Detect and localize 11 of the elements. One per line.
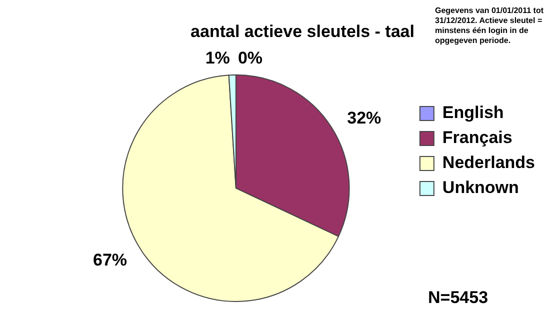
legend-label: Nederlands bbox=[442, 153, 536, 172]
legend-label: Unknown bbox=[442, 178, 519, 198]
chart-title: aantal actieve sleutels - taal bbox=[190, 22, 414, 41]
legend-label: Français bbox=[442, 128, 512, 148]
text: 0% bbox=[238, 48, 263, 68]
text: Gegevens van 01/01/2011 tot 31/12/2012. Actieve sleutel = minstens één login in de opgegeven periode. bbox=[435, 6, 545, 46]
legend-label: English bbox=[442, 103, 504, 122]
text: N=5453 bbox=[428, 288, 488, 308]
data-label: 1% bbox=[205, 48, 230, 68]
data-label: 67% bbox=[92, 250, 128, 270]
data-label: 32% bbox=[347, 108, 382, 128]
